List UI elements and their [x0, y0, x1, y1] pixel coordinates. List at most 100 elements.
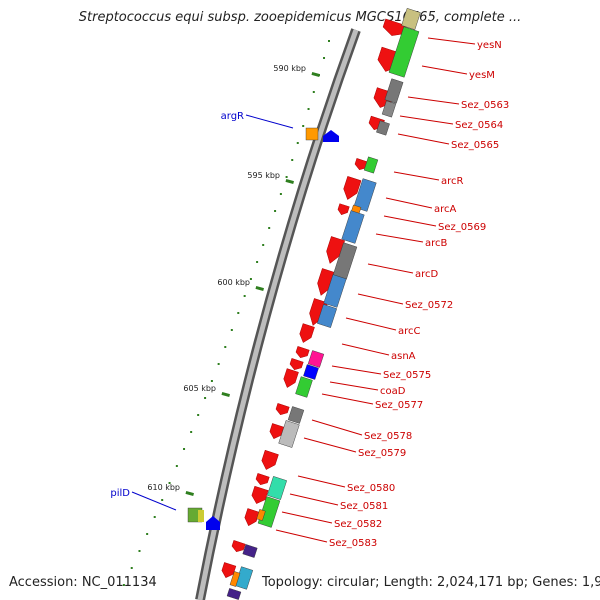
leader-line	[399, 115, 454, 125]
gene-label-sez_0575: Sez_0575	[383, 370, 431, 381]
gene-box	[384, 78, 404, 104]
position-dot	[302, 125, 305, 127]
gene-box	[307, 350, 325, 368]
leader-line	[375, 233, 424, 243]
gene-label-sez_0578: Sez_0578	[364, 431, 412, 442]
leader-line	[275, 529, 328, 543]
gene-label-sez_0583: Sez_0583	[329, 538, 377, 549]
gene-label-arcb: arcB	[425, 238, 448, 249]
gene-label-sez_0569: Sez_0569	[438, 222, 486, 233]
leader-line	[297, 475, 346, 488]
gene-box	[323, 274, 347, 308]
scale-ticks: 590 kbp 595 kbp 600 kbp 605 kbp 610 kbp	[147, 64, 320, 497]
gene-arrow	[244, 508, 260, 526]
gene-label-yesn: yesN	[477, 40, 502, 51]
gene-label-sez_0563: Sez_0563	[461, 100, 509, 111]
leader-line	[393, 171, 440, 181]
gene-label-arcr: arcR	[441, 176, 464, 187]
leader-line	[357, 293, 404, 305]
pilD-gene-part	[198, 510, 204, 522]
gene-arrow	[221, 562, 237, 578]
position-dot	[262, 244, 265, 246]
gene-label-sez_0581: Sez_0581	[340, 501, 388, 512]
gene-arrow	[251, 485, 269, 504]
gene-arrow	[275, 403, 290, 416]
position-dot	[161, 499, 164, 501]
gene-arrow	[299, 323, 315, 343]
position-dot	[307, 108, 310, 110]
gene-arrow	[255, 473, 270, 486]
gene-arrow	[337, 203, 350, 216]
leader-line	[311, 419, 363, 436]
gene-label-sez_0579: Sez_0579	[358, 448, 406, 459]
position-dot	[197, 414, 200, 416]
leader-line	[329, 381, 379, 391]
position-dot	[230, 329, 233, 331]
gene-label-argr: argR	[221, 111, 244, 122]
gene-arrow	[289, 358, 304, 371]
position-dot	[217, 363, 220, 365]
gene-box	[257, 496, 281, 528]
scale-label: 605 kbp	[183, 384, 216, 393]
position-dot	[268, 227, 271, 229]
genome-summary: Topology: circular; Length: 2,024,171 bp…	[262, 575, 600, 590]
position-dot	[291, 159, 294, 161]
gene-box	[256, 509, 266, 521]
position-dot	[175, 465, 178, 467]
position-dot	[274, 210, 277, 212]
gene-arrow	[326, 236, 345, 264]
gene-label-sez_0572: Sez_0572	[405, 300, 453, 311]
gene-label-coad: coaD	[380, 386, 406, 397]
gene-label-arca: arcA	[434, 204, 457, 215]
leader-line	[383, 215, 437, 227]
position-dot	[312, 91, 315, 93]
label-leaders	[131, 37, 476, 543]
scale-label: 610 kbp	[147, 483, 180, 492]
gene-arrow	[269, 423, 285, 439]
accession-text: Accession: NC_011134	[9, 575, 157, 590]
position-dot	[328, 40, 330, 42]
scale-label: 595 kbp	[247, 171, 280, 180]
genome-backbone-inner	[197, 29, 359, 600]
gene-arrow	[317, 268, 336, 296]
position-dot	[224, 346, 227, 348]
gene-arrow	[231, 540, 246, 553]
gene-box	[401, 8, 421, 30]
scale-tick	[255, 286, 264, 292]
leader-line	[345, 317, 397, 331]
gene-arrow	[295, 346, 310, 359]
leader-line	[281, 511, 333, 524]
gene-label-sez_0564: Sez_0564	[455, 120, 503, 131]
gene-box	[267, 476, 287, 500]
leader-line	[331, 365, 382, 375]
scale-tick	[285, 179, 294, 185]
position-dot	[122, 584, 125, 586]
leader-line	[427, 37, 476, 45]
gene-box	[363, 156, 379, 174]
gene-label-arcc: arcC	[398, 326, 421, 337]
gene-box	[229, 571, 241, 587]
leader-line	[245, 114, 294, 129]
position-dot	[237, 312, 240, 314]
gene-box	[317, 304, 337, 328]
gene-box	[278, 420, 300, 448]
leader-line	[131, 491, 177, 511]
scale-label: 600 kbp	[217, 278, 250, 287]
argR-arrow	[323, 130, 339, 142]
gene-arrow	[343, 176, 362, 200]
gene-label-yesm: yesM	[469, 70, 495, 81]
leader-line	[289, 493, 339, 506]
position-dot	[204, 397, 207, 399]
leader-line	[303, 437, 357, 453]
gene-box	[295, 376, 313, 398]
position-dot	[183, 448, 186, 450]
gene-box	[376, 120, 390, 136]
gene-box	[242, 544, 258, 558]
gene-arrow	[261, 449, 279, 470]
scale-tick	[221, 392, 230, 398]
position-dot	[138, 550, 141, 552]
position-dot	[146, 533, 149, 535]
leader-line	[385, 197, 433, 209]
position-dot	[279, 193, 282, 195]
